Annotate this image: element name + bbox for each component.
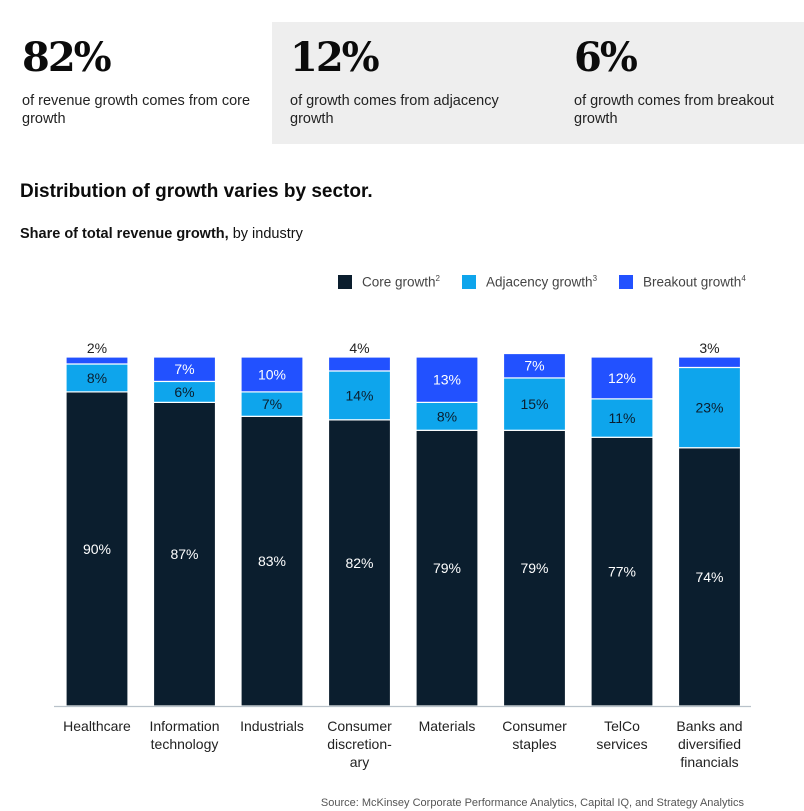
category-label: Consumer discretion-ary	[327, 718, 392, 770]
data-label-adjacency: 14%	[345, 387, 373, 403]
bar-group: 74% 23% 3%	[677, 340, 742, 707]
legend-label: Core growth2	[362, 274, 440, 290]
bar-segment-core	[152, 401, 217, 707]
data-label-core: 79%	[520, 560, 548, 576]
data-label-breakout: 7%	[524, 358, 544, 374]
stat-description: of growth comes from breakout growth	[574, 93, 774, 127]
data-label-core: 74%	[695, 569, 723, 585]
data-label-core: 77%	[608, 564, 636, 580]
bar-group: 77% 11% 12%	[590, 356, 654, 707]
bar-segment-breakout	[152, 356, 217, 383]
category-label: Information technology	[149, 718, 219, 752]
bar-segment-breakout	[677, 356, 742, 369]
data-label-breakout: 4%	[349, 340, 369, 356]
bar-segment-core	[327, 419, 392, 707]
data-label-breakout: 10%	[258, 366, 286, 382]
stat-value: 6%	[574, 34, 638, 81]
bar-segment-core	[590, 436, 654, 707]
legend-swatch-core	[338, 274, 352, 289]
legend-label: Breakout growth4	[643, 274, 746, 290]
bar-group: 79% 8% 13%	[415, 356, 479, 707]
data-label-core: 90%	[83, 541, 111, 557]
data-label-breakout: 12%	[608, 370, 636, 386]
data-label-core: 83%	[258, 553, 286, 569]
bar-segment-breakout	[415, 356, 479, 403]
data-label-adjacency: 15%	[520, 396, 548, 412]
bar-segment-breakout	[590, 356, 654, 400]
chart-title: Distribution of growth varies by sector.	[20, 181, 373, 202]
stat-value: 82%	[22, 34, 112, 81]
bar-segment-adjacency	[502, 377, 567, 431]
source-note: Source: McKinsey Corporate Performance A…	[320, 797, 744, 809]
bar-segment-adjacency	[415, 401, 479, 431]
category-label: Banks and diversified financials	[676, 718, 742, 770]
bar-segment-breakout	[65, 356, 129, 365]
bar-segment-core	[677, 447, 742, 707]
category-label: TelCo services	[596, 718, 647, 752]
bar-group: 83% 7% 10%	[240, 356, 304, 707]
data-label-breakout: 2%	[87, 340, 107, 356]
stat-description: of revenue growth comes from core growth	[22, 93, 251, 127]
legend-swatch-breakout	[619, 274, 634, 289]
data-label-core: 87%	[170, 546, 198, 562]
legend-item-breakout: Breakout growth4	[619, 274, 746, 290]
data-label-adjacency: 8%	[87, 370, 107, 386]
data-label-adjacency: 23%	[695, 400, 723, 416]
bar-group: 90% 8% 2%	[65, 340, 129, 707]
stat-value: 12%	[290, 34, 380, 81]
data-label-adjacency: 6%	[174, 384, 194, 400]
bar-segment-core	[240, 415, 304, 707]
data-label-breakout: 7%	[174, 361, 194, 377]
chart-subtitle: Share of total revenue growth, by indust…	[20, 226, 303, 242]
stats-highlight-panel	[272, 22, 804, 144]
category-label: Materials	[419, 718, 476, 734]
stacked-bar-chart: 90% 8% 2% Healthcare 87% 6% 7% Information techn…	[54, 340, 751, 770]
data-label-adjacency: 7%	[262, 396, 282, 412]
bar-segment-adjacency	[677, 366, 742, 449]
category-label: Healthcare	[63, 718, 131, 734]
bar-group: 87% 6% 7%	[152, 356, 217, 707]
bar-group: 79% 15% 7%	[502, 352, 567, 707]
bar-segment-core	[502, 429, 567, 707]
data-label-adjacency: 11%	[609, 410, 636, 426]
legend-item-core: Core growth2	[338, 274, 440, 290]
bar-group: 82% 14% 4%	[327, 340, 392, 707]
bar-segment-adjacency	[327, 370, 392, 421]
legend-item-adjacency: Adjacency growth3	[462, 274, 597, 290]
bar-segment-breakout	[327, 356, 392, 372]
stat-description: of growth comes from adjacency growth	[290, 93, 499, 127]
category-label: Industrials	[240, 718, 304, 734]
bar-segment-breakout	[240, 356, 304, 393]
bar-segment-breakout	[502, 352, 567, 379]
legend-swatch-adjacency	[462, 274, 476, 289]
category-label: Consumer staples	[502, 718, 567, 752]
chart-subtitle-rest: by industry	[228, 226, 303, 242]
data-label-breakout: 13%	[433, 372, 461, 388]
chart-subtitle-bold: Share of total revenue growth,	[20, 226, 229, 242]
data-label-breakout: 3%	[699, 340, 719, 356]
data-label-core: 79%	[433, 560, 461, 576]
data-label-adjacency: 8%	[437, 408, 457, 424]
data-label-core: 82%	[345, 555, 373, 571]
chart-legend: Core growth2 Adjacency growth3 Breakout …	[338, 274, 768, 290]
legend-label: Adjacency growth3	[486, 274, 598, 290]
